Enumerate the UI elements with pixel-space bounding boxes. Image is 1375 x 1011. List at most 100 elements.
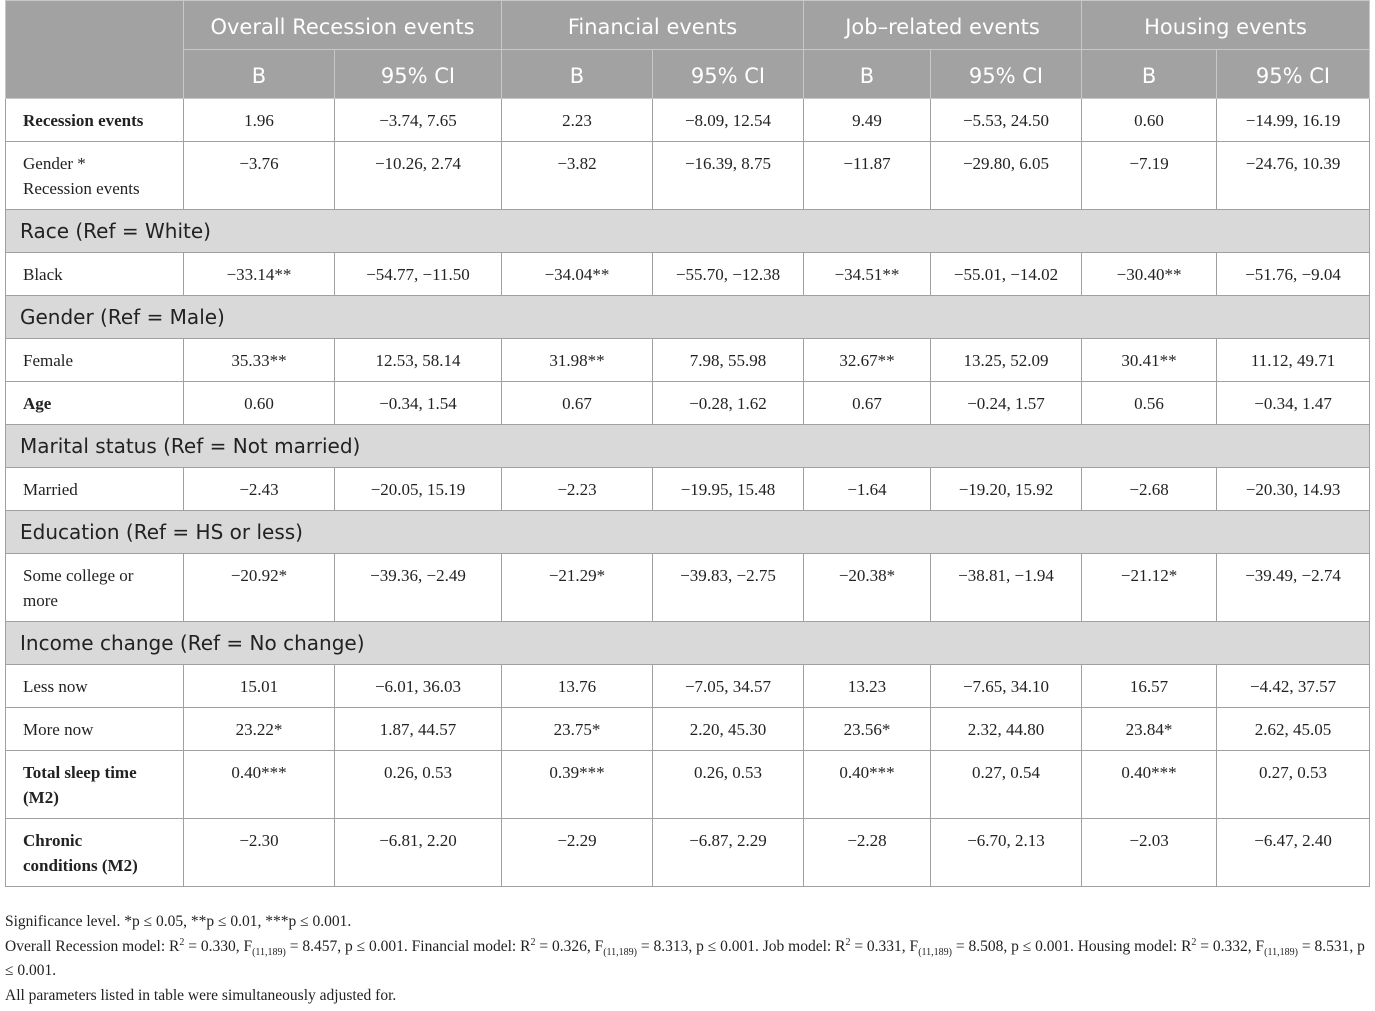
row-label: Chronic conditions (M2) (5, 818, 184, 887)
cell: −7.65, 34.10 (930, 664, 1083, 708)
note-sup: 2 (1191, 936, 1197, 948)
cell: 0.60 (1081, 98, 1218, 142)
subheader: B (803, 49, 932, 99)
row-label: Age (5, 381, 184, 425)
data-row: Black −33.14** −54.77, −11.50 −34.04** −55.7… (5, 252, 1371, 296)
note-text: = 0.326, F (535, 937, 604, 955)
cell: 0.39*** (501, 750, 653, 819)
cell: 13.23 (803, 664, 932, 708)
subheader: B (501, 49, 653, 99)
cell: −3.76 (183, 141, 335, 210)
cell: −34.51** (803, 252, 932, 296)
cell: 0.67 (803, 381, 932, 425)
cell: 32.67** (803, 338, 932, 382)
data-row: Gender * Recession events −3.76 −10.26, 2.… (5, 141, 1371, 210)
cell: −14.99, 16.19 (1216, 98, 1371, 142)
cell: −21.12* (1081, 553, 1218, 622)
cell: −29.80, 6.05 (930, 141, 1083, 210)
group-header: Job–related events (803, 0, 1083, 50)
table-header: Overall Recession events Financial events… (5, 0, 1371, 99)
data-row: Married −2.43 −20.05, 15.19 −2.23 −19.95, 15… (5, 467, 1371, 511)
cell: −3.82 (501, 141, 653, 210)
cell: 12.53, 58.14 (334, 338, 502, 382)
cell: −20.30, 14.93 (1216, 467, 1371, 511)
cell: −0.34, 1.54 (334, 381, 502, 425)
row-label: More now (5, 707, 184, 751)
subheader: 95% CI (930, 49, 1083, 99)
cell: −30.40** (1081, 252, 1218, 296)
cell: 0.67 (501, 381, 653, 425)
cell: −3.74, 7.65 (334, 98, 502, 142)
note-sub: (11,189) (1264, 946, 1298, 958)
cell: 15.01 (183, 664, 335, 708)
cell: −6.87, 2.29 (651, 818, 805, 887)
cell: −55.70, −12.38 (651, 252, 805, 296)
section-row: Income change (Ref = No change) (4, 621, 1371, 665)
cell: −54.77, −11.50 (334, 252, 502, 296)
cell: −21.29* (501, 553, 653, 622)
cell: −16.39, 8.75 (651, 141, 805, 210)
group-header: Housing events (1081, 0, 1371, 50)
cell: 0.40*** (183, 750, 335, 819)
cell: −24.76, 10.39 (1216, 141, 1371, 210)
section-row: Race (Ref = White) (4, 209, 1371, 253)
header-row: Overall Recession events Financial events… (5, 0, 1371, 99)
cell: −20.05, 15.19 (334, 467, 502, 511)
row-label: Total sleep time (M2) (5, 750, 184, 819)
cell: −0.34, 1.47 (1216, 381, 1371, 425)
note-text: = 8.457, p ≤ 0.001. Financial model: R (285, 937, 531, 955)
cell: −8.09, 12.54 (651, 98, 805, 142)
cell: 23.56* (803, 707, 932, 751)
cell: 35.33** (183, 338, 335, 382)
note-sup: 2 (845, 936, 851, 948)
cell: 1.87, 44.57 (334, 707, 502, 751)
cell: 23.75* (501, 707, 653, 751)
group-header: Overall Recession events (183, 0, 502, 50)
cell: −4.42, 37.57 (1216, 664, 1371, 708)
note-text: = 0.332, F (1196, 937, 1265, 955)
row-label: Female (5, 338, 184, 382)
cell: −20.38* (803, 553, 932, 622)
subheader: 95% CI (651, 49, 805, 99)
data-row: More now 23.22* 1.87, 44.57 23.75* 2.20, 45.… (5, 707, 1371, 751)
cell: −20.92* (183, 553, 335, 622)
cell: 2.23 (501, 98, 653, 142)
cell: −10.26, 2.74 (334, 141, 502, 210)
cell: 0.60 (183, 381, 335, 425)
cell: −19.20, 15.92 (930, 467, 1083, 511)
cell: −39.36, −2.49 (334, 553, 502, 622)
note-text: = 8.508, p ≤ 0.001. Housing model: R (951, 937, 1192, 955)
cell: 30.41** (1081, 338, 1218, 382)
section-label: Marital status (Ref = Not married) (4, 424, 1371, 468)
footnote: Overall Recession model: R2 = 0.330, F(1… (5, 935, 1371, 984)
subheader: 95% CI (334, 49, 502, 99)
results-table: Overall Recession events Financial events… (4, 0, 1371, 887)
note-sup: 2 (179, 936, 185, 948)
data-row: Chronic conditions (M2) −2.30 −6.81, 2.20−… (5, 818, 1371, 887)
cell: −2.68 (1081, 467, 1218, 511)
cell: −55.01, −14.02 (930, 252, 1083, 296)
group-header: Financial events (500, 0, 805, 50)
cell: 0.27, 0.54 (930, 750, 1083, 819)
cell: −33.14** (183, 252, 335, 296)
note-text: = 8.531, p ≤ 0.001. (5, 937, 1365, 980)
cell: −0.28, 1.62 (651, 381, 805, 425)
cell: −2.29 (501, 818, 653, 887)
cell: −6.01, 36.03 (334, 664, 502, 708)
data-row: Female 35.33** 12.53, 58.14 31.98** 7.98, 55… (5, 338, 1371, 382)
cell: 13.76 (501, 664, 653, 708)
cell: −39.49, −2.74 (1216, 553, 1371, 622)
data-row: Recession events 1.96 −3.74, 7.65 2.23 −8.09… (5, 98, 1371, 142)
subheader-row: B 95% CI B 95% CI B 95% CI B 95% CI (6, 49, 1371, 99)
cell: −6.47, 2.40 (1216, 818, 1371, 887)
data-row: Age 0.60 −0.34, 1.54 0.67 −0.28, 1.62 0.67 −0.… (5, 381, 1371, 425)
cell: −51.76, −9.04 (1216, 252, 1371, 296)
cell: 23.22* (183, 707, 335, 751)
footnote: All parameters listed in table were simu… (5, 986, 397, 1004)
cell: −11.87 (803, 141, 932, 210)
cell: −2.43 (183, 467, 335, 511)
section-row: Education (Ref = HS or less) (4, 510, 1371, 554)
row-label: Some college or more (5, 553, 184, 622)
row-label: Recession events (5, 98, 184, 142)
